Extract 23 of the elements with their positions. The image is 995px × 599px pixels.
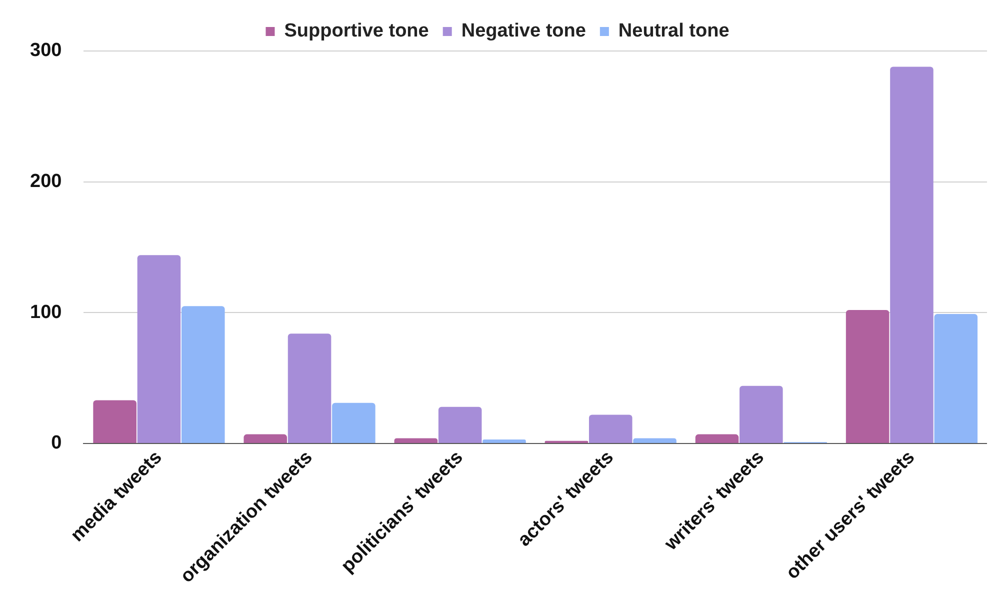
bar	[93, 400, 136, 443]
bar	[244, 434, 288, 443]
bar	[394, 438, 438, 443]
y-tick-label: 100	[30, 302, 62, 323]
bar	[633, 438, 676, 443]
bar	[438, 406, 482, 443]
y-tick-label: 200	[30, 171, 62, 192]
bar	[332, 402, 376, 443]
bar	[288, 334, 332, 443]
bar	[137, 255, 181, 443]
legend-label: Supportive tone	[284, 20, 429, 42]
bar	[934, 314, 978, 443]
bar	[588, 414, 632, 443]
bar	[890, 66, 934, 443]
legend-label: Neutral tone	[618, 20, 730, 42]
bar	[740, 386, 783, 443]
y-tick-label: 0	[51, 432, 62, 454]
legend-label: Negative tone	[461, 20, 586, 42]
bar	[182, 306, 225, 443]
bar	[482, 440, 526, 443]
bar	[846, 310, 890, 443]
y-tick-label: 300	[30, 40, 62, 62]
bar	[695, 434, 739, 443]
